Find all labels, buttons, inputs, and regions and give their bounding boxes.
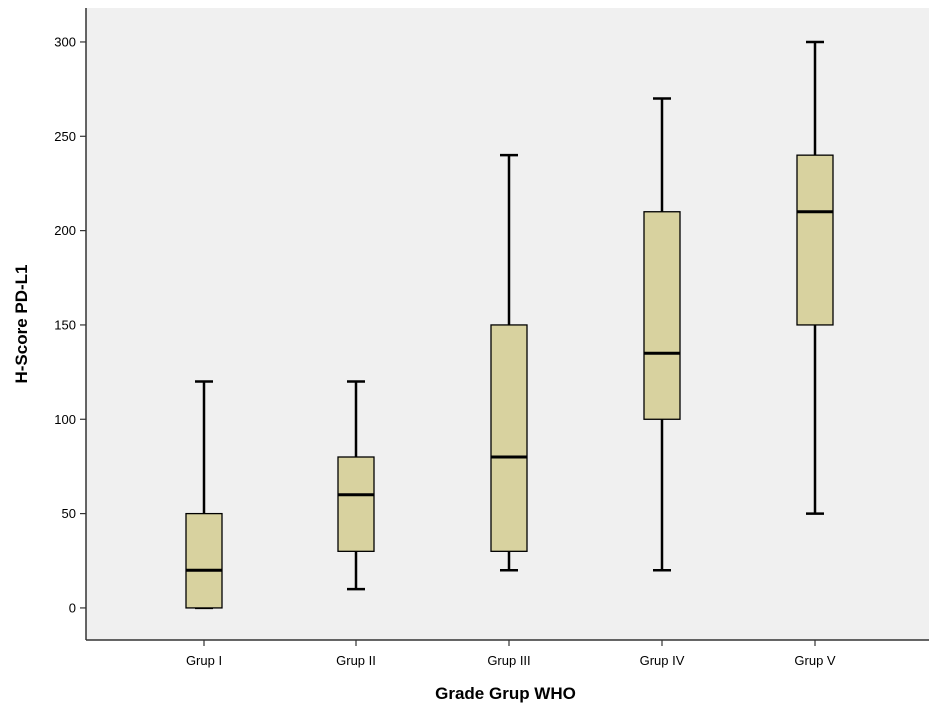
x-tick-label: Grup IV xyxy=(640,653,685,668)
x-tick-label: Grup II xyxy=(336,653,376,668)
box xyxy=(490,324,528,552)
box-group xyxy=(643,97,681,572)
y-tick-label: 250 xyxy=(54,129,76,144)
y-tick-label: 200 xyxy=(54,223,76,238)
y-axis: 0 50 100 150 200 250 300 xyxy=(54,8,87,640)
y-axis-title: H-Score PD-L1 xyxy=(12,264,31,383)
y-tick-label: 150 xyxy=(54,317,76,332)
box-group xyxy=(796,40,834,515)
box xyxy=(337,456,375,552)
x-tick-label: Grup V xyxy=(794,653,836,668)
y-tick-label: 100 xyxy=(54,412,76,427)
box-group xyxy=(337,380,375,591)
box-group xyxy=(185,380,223,610)
box-series xyxy=(185,40,834,610)
x-axis: Grup I Grup II Grup III Grup IV Grup V xyxy=(86,639,929,668)
y-tick-label: 300 xyxy=(54,34,76,49)
x-tick-label: Grup I xyxy=(186,653,222,668)
box xyxy=(643,211,681,420)
box-group xyxy=(490,153,528,572)
box xyxy=(796,154,834,326)
y-tick-label: 0 xyxy=(69,600,76,615)
box xyxy=(185,512,223,609)
x-tick-label: Grup III xyxy=(487,653,530,668)
y-tick-label: 50 xyxy=(62,506,76,521)
x-axis-title: Grade Grup WHO xyxy=(435,684,576,703)
